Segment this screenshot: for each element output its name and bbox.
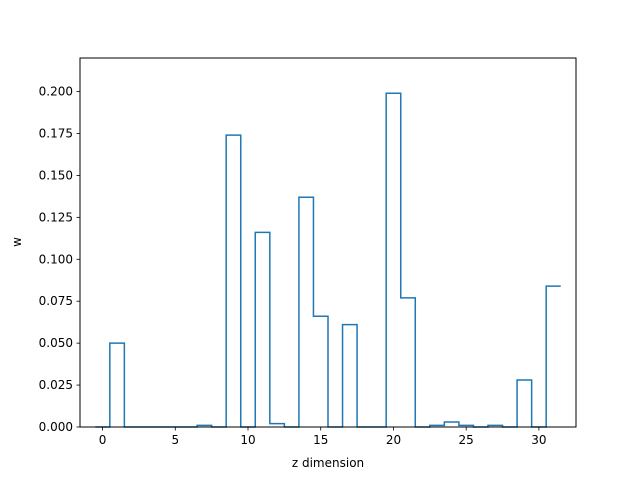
y-tick-label: 0.025 <box>39 378 73 392</box>
y-tick-label: 0.200 <box>39 85 73 99</box>
x-tick-label: 25 <box>459 433 474 447</box>
x-tick-label: 20 <box>386 433 401 447</box>
x-tick-label: 5 <box>171 433 179 447</box>
axis-ticks: 0 5 10 15 20 25 30 0.000 0.025 0.050 0.075 0.100 0.1… <box>39 85 547 447</box>
y-tick-label: 0.050 <box>39 336 73 350</box>
y-tick-label: 0.125 <box>39 210 73 224</box>
y-tick-label: 0.075 <box>39 294 73 308</box>
x-tick-label: 10 <box>240 433 255 447</box>
y-tick-label: 0.175 <box>39 126 73 140</box>
axes-frame <box>79 57 577 428</box>
y-tick-label: 0.000 <box>39 420 73 434</box>
x-axis-label: z dimension <box>292 456 364 470</box>
y-axis-label: w <box>10 237 24 247</box>
y-tick-label: 0.150 <box>39 168 73 182</box>
x-tick-label: 15 <box>313 433 328 447</box>
x-tick-label: 30 <box>531 433 546 447</box>
x-tick-label: 0 <box>99 433 107 447</box>
y-tick-label: 0.100 <box>39 252 73 266</box>
